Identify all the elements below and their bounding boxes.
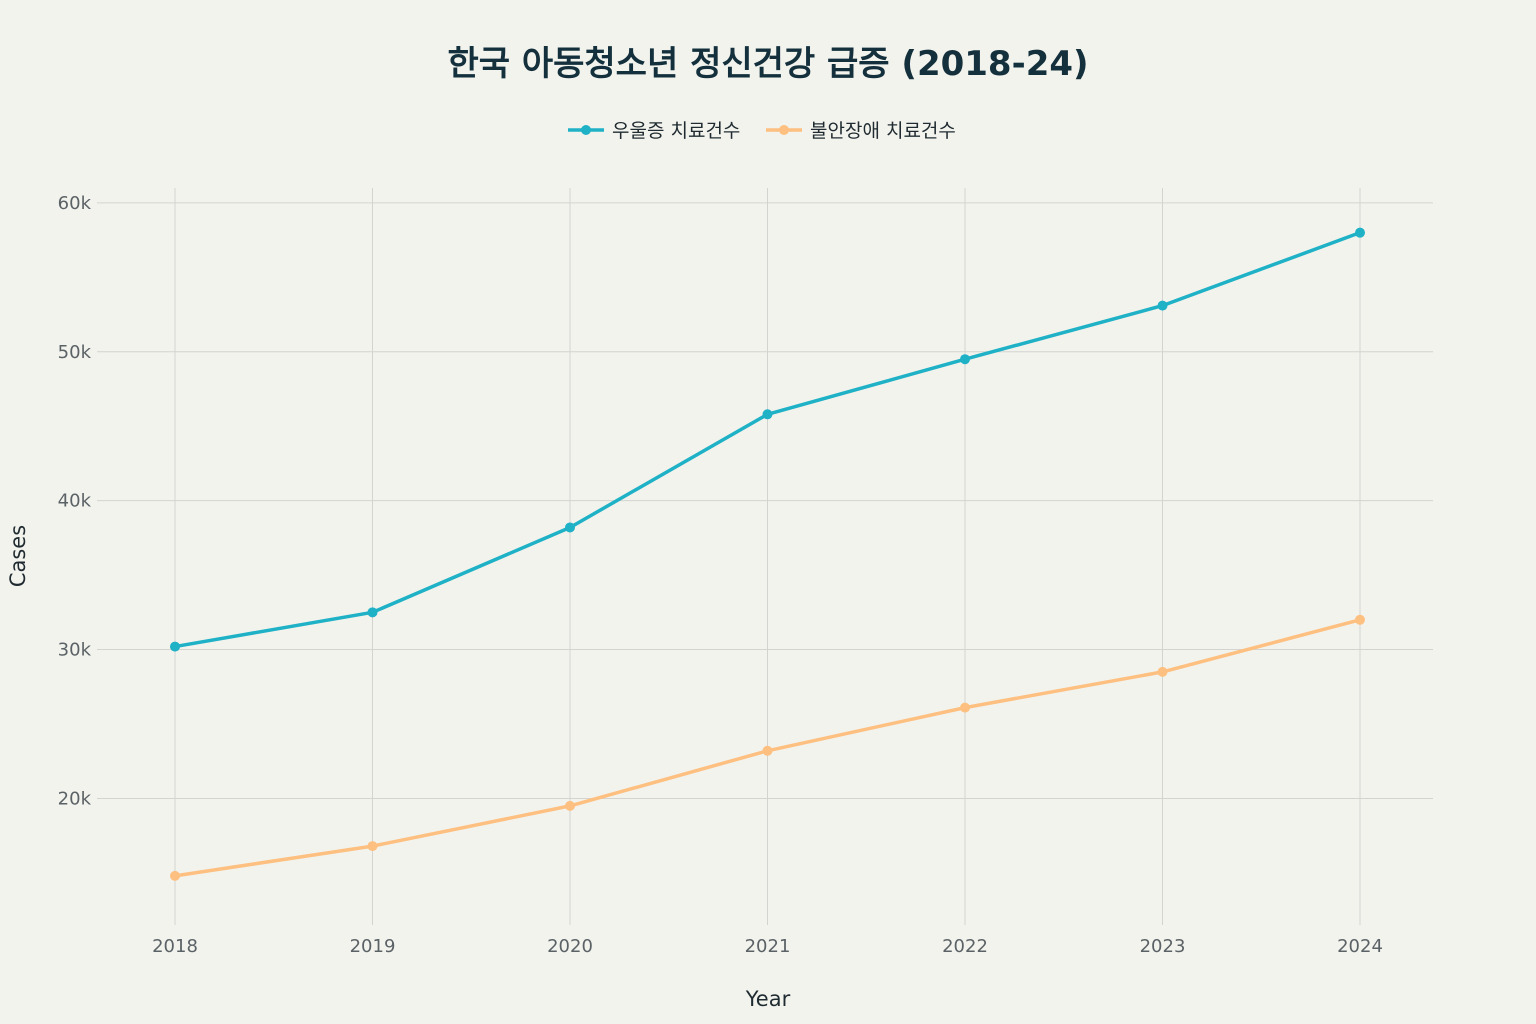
data-point-depression-2023[interactable] [1157,300,1168,311]
series-layer [170,227,1365,881]
y-tick-label-30k: 30k [58,640,92,661]
x-tick-label-2022: 2022 [942,936,988,957]
data-point-anxiety-2018[interactable] [170,870,180,881]
y-axis-title: Cases [6,525,30,587]
legend-label-anxiety: 불안장애 치료건수 [810,120,956,142]
x-tick-label-2020: 2020 [547,936,593,957]
x-tick-label-2023: 2023 [1140,936,1186,957]
data-point-depression-2019[interactable] [367,607,378,618]
legend-marker-anxiety [779,125,789,135]
legend-item-depression[interactable]: 우울증 치료건수 [568,120,740,142]
series-depression [170,227,1365,652]
x-tick-label-2021: 2021 [745,936,791,957]
data-point-anxiety-2019[interactable] [367,841,378,852]
y-tick-label-60k: 60k [58,193,92,214]
y-axis-ticks: 20k 30k 40k 50k 60k [58,193,92,810]
data-point-depression-2024[interactable] [1355,227,1365,238]
data-point-depression-2020[interactable] [565,522,575,533]
data-point-depression-2021[interactable] [762,409,773,420]
x-axis-title: Year [745,987,791,1011]
chart-title: 한국 아동청소년 정신건강 급증 (2018-24) [447,44,1088,84]
legend-label-depression: 우울증 치료건수 [612,120,740,142]
data-point-depression-2022[interactable] [960,354,970,365]
x-tick-label-2019: 2019 [350,936,396,957]
series-anxiety [170,614,1365,881]
data-point-anxiety-2020[interactable] [565,800,575,811]
y-tick-label-50k: 50k [58,342,92,363]
x-tick-label-2024: 2024 [1337,936,1383,957]
legend-marker-depression [581,125,591,135]
legend-item-anxiety[interactable]: 불안장애 치료건수 [766,120,956,142]
grid [97,188,1433,925]
x-axis-ticks: 2018 2019 2020 2021 2022 2023 2024 [152,936,1383,957]
legend: 우울증 치료건수 불안장애 치료건수 [568,120,956,142]
y-tick-label-20k: 20k [58,788,92,809]
data-point-anxiety-2023[interactable] [1157,666,1168,677]
data-point-anxiety-2022[interactable] [960,702,970,713]
data-point-depression-2018[interactable] [170,641,180,652]
data-point-anxiety-2021[interactable] [762,745,773,756]
data-point-anxiety-2024[interactable] [1355,614,1365,625]
y-tick-label-40k: 40k [58,491,92,512]
x-tick-label-2018: 2018 [152,936,198,957]
